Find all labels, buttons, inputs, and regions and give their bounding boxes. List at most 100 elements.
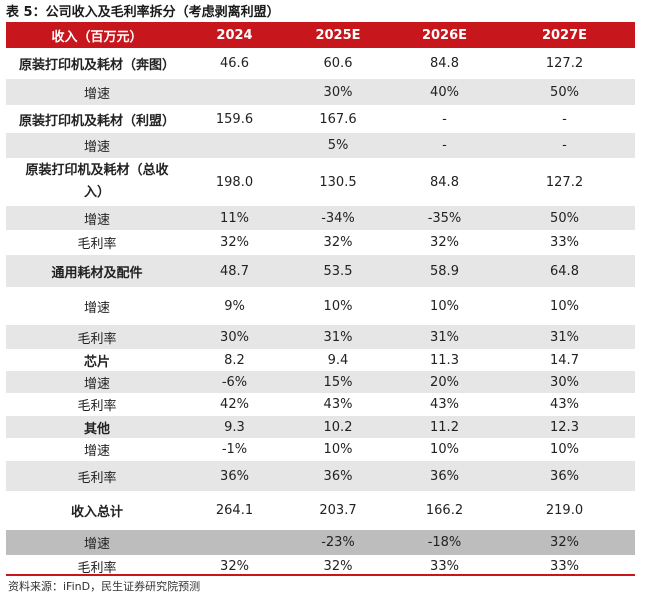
row-label-cell: 通用耗材及配件 xyxy=(51,265,143,281)
header-cell-category: 收入（百万元） xyxy=(51,29,143,45)
value-cell: 10.2 xyxy=(323,419,353,435)
value-cell: 50% xyxy=(550,84,579,100)
row-label-cell: 增速 xyxy=(83,300,110,316)
value-cell: 20% xyxy=(430,374,459,390)
value-cell: 8.2 xyxy=(224,352,245,368)
value-cell: 43% xyxy=(550,397,579,412)
row-label-cell: 增速 xyxy=(83,444,110,459)
header-cell-2025e: 2025E xyxy=(315,27,361,43)
header-cell-2026e: 2026E xyxy=(421,27,468,43)
table-row: 增速 9% 10% 10% 10% xyxy=(6,287,635,325)
row-label-cell: 毛利率 xyxy=(77,399,117,414)
value-cell: 167.6 xyxy=(319,111,357,127)
table-title: 表 5：公司收入及毛利率拆分（考虑剥离利盟） xyxy=(6,5,280,20)
value-cell: 198.0 xyxy=(215,174,254,190)
row-label-cell: 毛利率 xyxy=(77,237,117,252)
value-cell: 159.6 xyxy=(215,111,254,127)
value-cell: 64.8 xyxy=(550,263,579,279)
value-cell: -23% xyxy=(321,535,355,550)
value-cell: -6% xyxy=(221,374,248,390)
table-row: 增速 -23% -18% 32% xyxy=(6,530,635,555)
value-cell: 10% xyxy=(323,442,353,457)
value-cell: -18% xyxy=(427,535,462,550)
table-row: 芯片 8.2 9.4 11.3 14.7 xyxy=(6,349,635,371)
value-cell: 84.8 xyxy=(430,56,459,71)
value-cell: 32% xyxy=(430,235,459,250)
value-cell xyxy=(188,133,281,158)
table-row: 原装打印机及耗材（总收入） 198.0 130.5 84.8 127.2 xyxy=(6,158,635,206)
value-cell: 58.9 xyxy=(430,263,459,279)
table-bottom-rule xyxy=(6,574,635,576)
table-header-row: 收入（百万元） 2024 2025E 2026E 2027E xyxy=(6,22,635,48)
table-body: 原装打印机及耗材（奔图） 46.6 60.6 84.8 127.2 增速 30% 40% 50%… xyxy=(6,48,635,577)
value-cell: 5% xyxy=(327,138,349,153)
row-label-cell: 其他 xyxy=(83,421,110,437)
table-row: 毛利率 42% 43% 43% 43% xyxy=(6,393,635,416)
value-cell: 60.6 xyxy=(323,56,353,71)
row-label-cell: 毛利率 xyxy=(77,470,117,486)
value-cell: 203.7 xyxy=(319,503,357,518)
value-cell: - xyxy=(442,138,447,153)
table-row: 增速 -1% 10% 10% 10% xyxy=(6,438,635,461)
value-cell: 42% xyxy=(220,397,249,412)
value-cell: 11.3 xyxy=(430,352,459,368)
value-cell: 30% xyxy=(220,329,249,345)
value-cell: 40% xyxy=(430,84,459,100)
value-cell: 10% xyxy=(550,442,579,457)
row-label-cell: 芯片 xyxy=(83,354,110,370)
table-row: 毛利率 36% 36% 36% 36% xyxy=(6,461,635,491)
value-cell: 43% xyxy=(323,397,353,412)
table-row: 收入总计 264.1 203.7 166.2 219.0 xyxy=(6,491,635,530)
value-cell: 11% xyxy=(220,210,249,226)
value-cell: 30% xyxy=(550,374,579,390)
value-cell: 48.7 xyxy=(220,263,249,279)
value-cell xyxy=(188,530,281,555)
value-cell: 32% xyxy=(323,558,353,574)
table-row: 增速 11% -34% -35% 50% xyxy=(6,206,635,230)
value-cell: 166.2 xyxy=(425,503,464,518)
table-row: 通用耗材及配件 48.7 53.5 58.9 64.8 xyxy=(6,255,635,287)
value-cell: 31% xyxy=(550,329,579,345)
table-row: 增速 -6% 15% 20% 30% xyxy=(6,371,635,393)
value-cell: 219.0 xyxy=(545,503,584,518)
value-cell: 31% xyxy=(323,329,353,345)
value-cell: 9.3 xyxy=(224,419,245,435)
table-row: 其他 9.3 10.2 11.2 12.3 xyxy=(6,416,635,438)
value-cell: 10% xyxy=(550,298,579,314)
source-note: 资料来源：iFinD，民生证券研究院预测 xyxy=(8,580,201,593)
value-cell: 36% xyxy=(550,468,579,484)
value-cell: 33% xyxy=(550,558,579,574)
header-cell-2024: 2024 xyxy=(216,27,253,43)
row-label-cell: 增速 xyxy=(83,537,110,552)
value-cell xyxy=(188,79,281,105)
value-cell: -34% xyxy=(321,210,355,226)
value-cell: 32% xyxy=(220,235,249,250)
value-cell: 53.5 xyxy=(323,263,353,279)
value-cell: 127.2 xyxy=(545,174,584,190)
value-cell: 9.4 xyxy=(327,352,349,368)
value-cell: - xyxy=(442,111,447,127)
value-cell: 36% xyxy=(430,468,459,484)
value-cell: 84.8 xyxy=(430,174,459,190)
value-cell: - xyxy=(562,138,567,153)
value-cell: 32% xyxy=(323,235,353,250)
revenue-margin-table: 收入（百万元） 2024 2025E 2026E 2027E 原装打印机及耗材（… xyxy=(6,22,635,577)
value-cell: 10% xyxy=(323,298,353,314)
table-row: 毛利率 30% 31% 31% 31% xyxy=(6,325,635,349)
value-cell: 50% xyxy=(550,210,579,226)
row-label-cell: 毛利率 xyxy=(77,331,117,347)
row-label-cell: 原装打印机及耗材（总收入） xyxy=(25,163,169,200)
row-label-cell: 增速 xyxy=(83,86,110,102)
row-label-cell: 原装打印机及耗材（奔图） xyxy=(18,58,175,73)
value-cell: 33% xyxy=(430,558,459,574)
value-cell: 43% xyxy=(430,397,459,412)
value-cell: 10% xyxy=(430,442,459,457)
row-label-cell: 原装打印机及耗材（利盟） xyxy=(18,113,175,129)
table-row: 增速 30% 40% 50% xyxy=(6,79,635,105)
value-cell: 46.6 xyxy=(220,56,249,71)
table-row: 毛利率 32% 32% 33% 33% xyxy=(6,555,635,577)
value-cell: 12.3 xyxy=(550,419,579,435)
row-label-cell: 毛利率 xyxy=(77,560,117,576)
row-label-cell: 增速 xyxy=(83,376,110,392)
row-label-cell: 增速 xyxy=(83,212,110,228)
